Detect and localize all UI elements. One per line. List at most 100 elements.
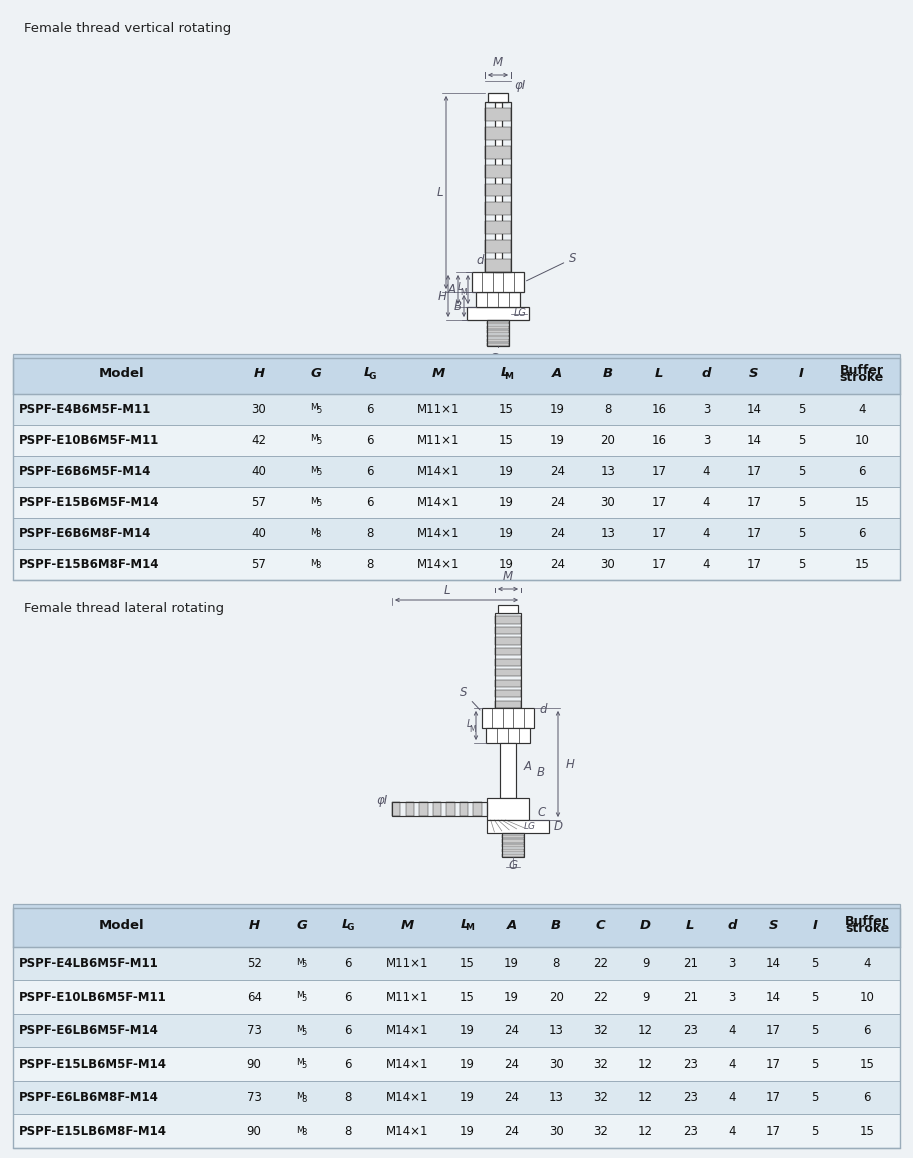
Bar — [472, 272, 524, 292]
Text: C: C — [596, 918, 605, 932]
Text: 19: 19 — [498, 558, 514, 571]
Bar — [500, 743, 516, 798]
Text: M14×1: M14×1 — [417, 527, 459, 540]
Bar — [495, 659, 521, 666]
Text: 13: 13 — [549, 1024, 563, 1038]
Bar — [13, 486, 900, 518]
Text: L: L — [461, 918, 469, 931]
Text: Female thread lateral rotating: Female thread lateral rotating — [24, 602, 224, 615]
Text: H: H — [248, 918, 259, 932]
Text: G: G — [509, 859, 518, 872]
Text: M11×1: M11×1 — [417, 403, 459, 416]
Text: G: G — [347, 923, 354, 932]
Text: 57: 57 — [251, 496, 267, 508]
Text: L: L — [443, 584, 450, 598]
Text: 17: 17 — [651, 464, 666, 478]
Text: M: M — [296, 958, 304, 967]
Text: PSPF-E15LB6M8F-M14: PSPF-E15LB6M8F-M14 — [19, 1124, 167, 1137]
Bar — [495, 680, 521, 687]
Text: S: S — [460, 686, 480, 710]
Text: 5: 5 — [812, 1024, 819, 1038]
Bar — [485, 146, 511, 159]
Text: PSPF-E6LB6M5F-M14: PSPF-E6LB6M5F-M14 — [19, 1024, 159, 1038]
Text: M: M — [401, 918, 414, 932]
Text: 32: 32 — [593, 1057, 608, 1071]
Text: 17: 17 — [651, 558, 666, 571]
Text: Female thread vertical rotating: Female thread vertical rotating — [24, 22, 231, 35]
Text: 32: 32 — [593, 1124, 608, 1137]
Text: 20: 20 — [601, 433, 615, 447]
Bar — [502, 849, 524, 852]
Bar — [485, 259, 511, 272]
Bar — [485, 102, 511, 272]
Text: 73: 73 — [247, 1091, 261, 1105]
Text: PSPF-E6B6M5F-M14: PSPF-E6B6M5F-M14 — [19, 464, 152, 478]
Text: M11×1: M11×1 — [386, 957, 429, 970]
Text: PSPF-E4B6M5F-M11: PSPF-E4B6M5F-M11 — [19, 403, 152, 416]
Text: H: H — [253, 367, 265, 380]
Text: 19: 19 — [504, 990, 519, 1004]
Text: 8: 8 — [344, 1091, 352, 1105]
Bar — [495, 701, 521, 708]
Bar — [13, 394, 900, 425]
Text: 3: 3 — [729, 990, 736, 1004]
Text: S: S — [769, 918, 778, 932]
Bar — [495, 669, 521, 676]
Text: 17: 17 — [766, 1124, 781, 1137]
Text: 19: 19 — [459, 1091, 475, 1105]
Bar — [13, 1013, 900, 1047]
Text: L: L — [436, 186, 443, 199]
Text: 17: 17 — [747, 496, 761, 508]
Text: 40: 40 — [251, 464, 267, 478]
Bar — [474, 802, 482, 816]
Text: 5: 5 — [316, 468, 321, 477]
Text: 21: 21 — [683, 990, 698, 1004]
Text: 12: 12 — [638, 1091, 653, 1105]
Text: φI: φI — [514, 79, 525, 91]
Bar — [13, 904, 900, 947]
Text: 30: 30 — [601, 496, 615, 508]
Bar — [460, 802, 468, 816]
Text: 16: 16 — [651, 433, 666, 447]
Text: 8: 8 — [316, 530, 321, 540]
Text: Model: Model — [99, 918, 144, 932]
Text: 52: 52 — [247, 957, 261, 970]
Text: 5: 5 — [798, 464, 805, 478]
Bar — [485, 184, 511, 197]
Text: M: M — [310, 528, 318, 536]
Bar — [487, 339, 509, 342]
Text: PSPF-E15LB6M5F-M14: PSPF-E15LB6M5F-M14 — [19, 1057, 167, 1071]
Bar — [495, 638, 521, 645]
Text: I: I — [799, 367, 804, 380]
Text: 6: 6 — [864, 1024, 871, 1038]
Bar — [446, 802, 455, 816]
Text: M: M — [505, 372, 513, 381]
Text: 5: 5 — [301, 1061, 307, 1070]
Text: M14×1: M14×1 — [417, 464, 459, 478]
Text: 8: 8 — [301, 1128, 307, 1137]
Text: 40: 40 — [251, 527, 267, 540]
Text: M: M — [296, 991, 304, 1001]
Bar — [13, 947, 900, 981]
Text: 5: 5 — [812, 957, 819, 970]
Text: 9: 9 — [642, 990, 649, 1004]
Text: 15: 15 — [860, 1057, 875, 1071]
Text: 10: 10 — [855, 433, 869, 447]
Text: 5: 5 — [812, 1057, 819, 1071]
Text: L: L — [457, 283, 463, 293]
Text: 23: 23 — [683, 1024, 698, 1038]
Text: 6: 6 — [858, 527, 866, 540]
Bar — [476, 292, 520, 307]
Text: 3: 3 — [729, 957, 736, 970]
Text: 5: 5 — [798, 403, 805, 416]
Text: 20: 20 — [549, 990, 563, 1004]
Bar — [495, 690, 521, 697]
Text: M: M — [493, 56, 503, 69]
Text: M: M — [310, 403, 318, 412]
Text: 15: 15 — [459, 957, 475, 970]
Bar — [495, 613, 521, 708]
Text: 8: 8 — [316, 562, 321, 571]
Bar — [487, 322, 509, 324]
Text: A: A — [524, 761, 532, 774]
Text: 4: 4 — [703, 464, 710, 478]
